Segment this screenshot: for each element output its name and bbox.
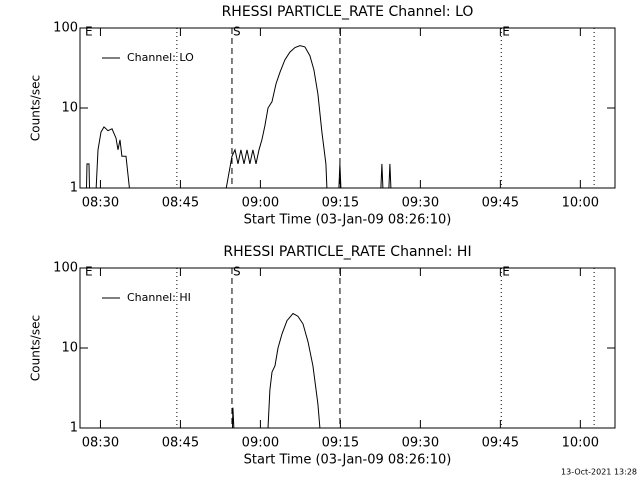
event-label: S	[233, 265, 241, 279]
event-label: E	[502, 265, 510, 279]
y-axis-label: Counts/sec	[29, 75, 43, 141]
event-label: E	[502, 25, 510, 39]
x-tick-label: 09:15	[322, 196, 359, 211]
y-tick-label: 100	[53, 261, 78, 276]
x-tick-label: 10:00	[562, 196, 599, 211]
x-tick-label: 09:45	[482, 196, 519, 211]
x-axis-label: Start Time (03-Jan-09 08:26:10)	[244, 453, 452, 468]
y-tick-label: 10	[61, 341, 78, 356]
x-tick-label: 08:30	[82, 436, 119, 451]
x-tick-label: 10:00	[562, 436, 599, 451]
legend-label: Channel: LO	[127, 51, 194, 64]
y-tick-label: 10	[61, 101, 78, 116]
x-tick-label: 09:30	[402, 196, 439, 211]
data-line	[231, 312, 321, 428]
x-tick-label: 08:30	[82, 196, 119, 211]
event-label: E	[85, 265, 93, 279]
x-tick-label: 09:00	[242, 196, 279, 211]
timestamp: 13-Oct-2021 13:28	[561, 468, 637, 477]
y-tick-label: 1	[70, 421, 78, 436]
x-tick-label: 09:15	[322, 436, 359, 451]
legend-label: Channel: HI	[127, 291, 191, 304]
x-tick-label: 08:45	[162, 436, 199, 451]
chart-title: RHESSI PARTICLE_RATE Channel: HI	[223, 244, 471, 260]
x-tick-label: 09:45	[482, 436, 519, 451]
event-label: E	[85, 25, 93, 39]
y-tick-label: 1	[70, 181, 78, 196]
x-tick-label: 09:30	[402, 436, 439, 451]
chart-title: RHESSI PARTICLE_RATE Channel: LO	[222, 4, 474, 20]
event-label: S	[233, 25, 241, 39]
y-tick-label: 100	[53, 21, 78, 36]
y-axis-label: Counts/sec	[29, 315, 43, 381]
x-tick-label: 09:00	[242, 436, 279, 451]
x-axis-label: Start Time (03-Jan-09 08:26:10)	[244, 213, 452, 228]
x-tick-label: 08:45	[162, 196, 199, 211]
data-line	[85, 45, 392, 188]
